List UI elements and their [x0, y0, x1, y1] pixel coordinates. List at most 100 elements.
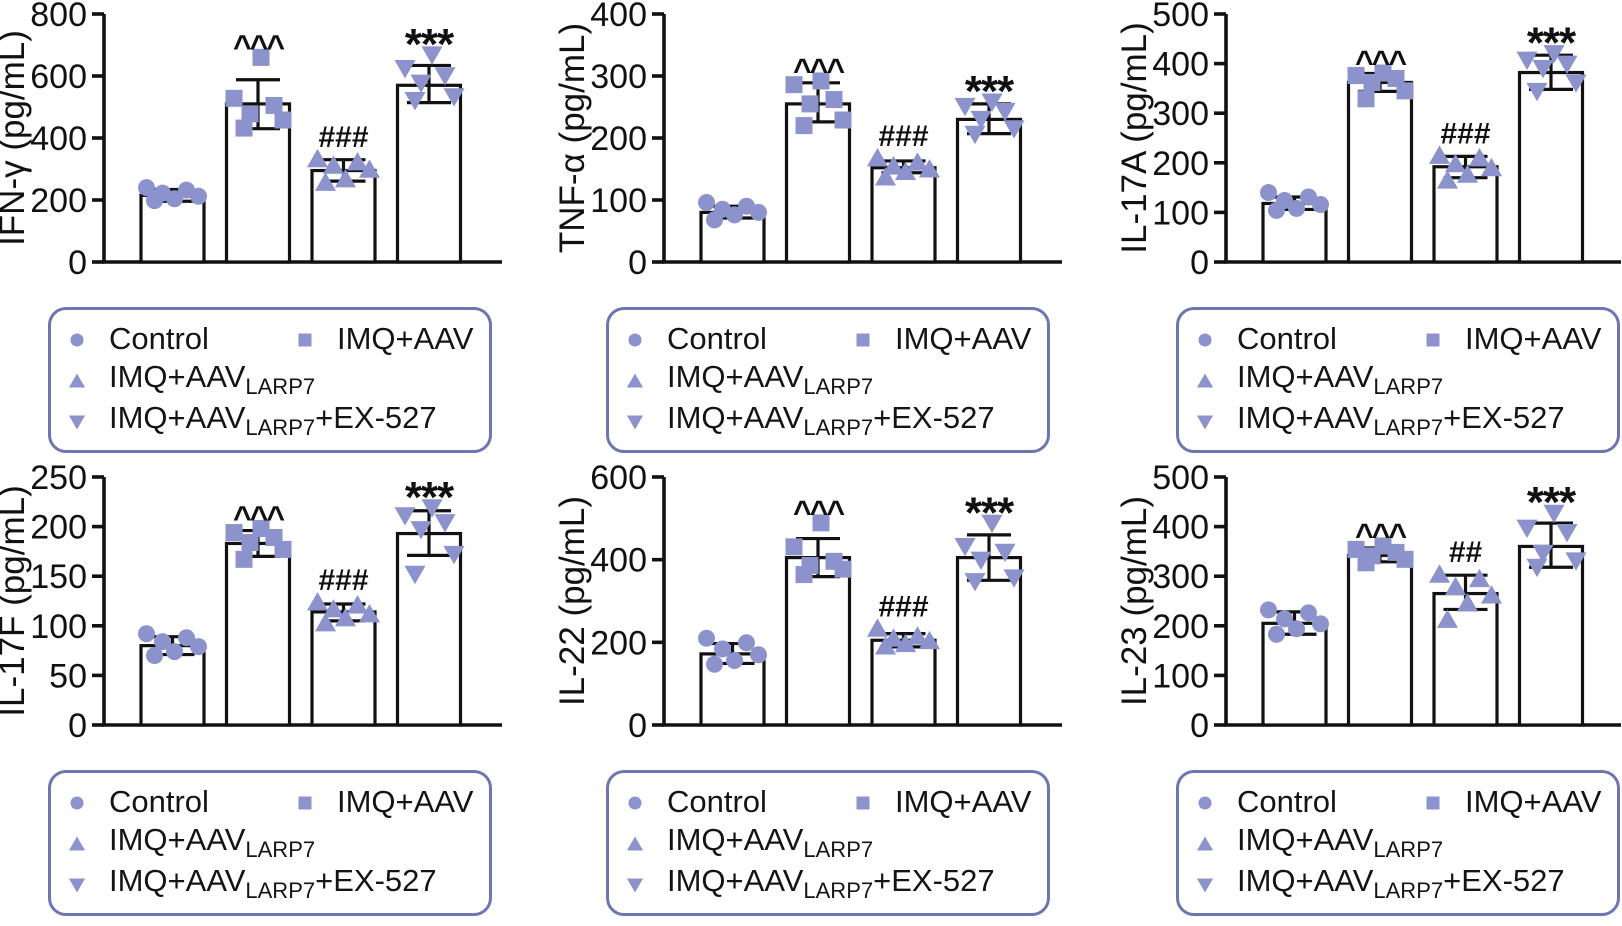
square-marker-icon	[1426, 796, 1440, 809]
triangle-up-marker-icon	[626, 835, 644, 850]
legend-item-control: Control	[623, 784, 851, 820]
data-point-triangle-down	[434, 67, 456, 86]
panel-tnf-alpha: 0 100 200 300 400 TNF-α (pg/mL) ^^^ ### *** Cont…	[540, 0, 1080, 463]
triangle-down-marker-icon	[626, 878, 644, 893]
circle-marker-icon	[1198, 796, 1212, 809]
data-point-circle	[166, 643, 183, 661]
significance-label: ***	[965, 488, 1015, 537]
data-point-square	[225, 524, 243, 542]
legend-row: IMQ+AAVLARP7	[65, 822, 483, 863]
data-point-triangle-up	[1428, 145, 1451, 164]
data-point-triangle-down	[421, 46, 443, 65]
data-point-triangle-up	[906, 626, 929, 645]
data-point-circle	[1300, 604, 1317, 622]
data-point-circle	[138, 625, 155, 643]
data-point-square	[1347, 67, 1365, 85]
legend-item-imq-aav-larp7-ex527: IMQ+AAVLARP7+EX-527	[65, 400, 437, 441]
data-point-triangle-up	[1444, 576, 1467, 596]
legend-row: Control IMQ+AAV	[65, 781, 483, 822]
data-point-triangle-up	[866, 147, 889, 167]
legend-label: IMQ+AAV	[1465, 783, 1602, 819]
data-point-triangle-up	[1456, 164, 1479, 183]
data-point-triangle-up	[306, 148, 329, 168]
data-point-circle	[1288, 620, 1305, 638]
triangle-down-marker-icon	[1196, 878, 1214, 893]
legend-label: IMQ+AAVLARP7+EX-527	[1237, 400, 1565, 440]
data-point-triangle-up	[874, 636, 897, 655]
data-point-triangle-up	[322, 599, 345, 618]
data-point-triangle-up	[918, 630, 941, 650]
triangle-up-marker-icon	[68, 372, 86, 387]
data-point-circle	[190, 638, 207, 656]
data-point-square	[1357, 554, 1375, 572]
data-point-circle	[1288, 199, 1305, 217]
data-point-square	[241, 105, 259, 123]
data-point-square	[265, 96, 283, 114]
legend-item-imq-aav-larp7: IMQ+AAVLARP7	[65, 359, 315, 400]
legend-item-imq-aav-larp7: IMQ+AAVLARP7	[623, 359, 873, 400]
data-point-triangle-down	[1543, 45, 1565, 64]
data-point-circle	[178, 629, 195, 647]
data-point-triangle-down	[981, 93, 1003, 112]
legend-item-control: Control	[1193, 784, 1421, 820]
legend-item-imq-aav: IMQ+AAV	[1421, 321, 1601, 357]
legend-row: IMQ+AAVLARP7	[623, 822, 1041, 863]
y-tick-label: 0	[68, 244, 87, 282]
y-tick-label: 50	[49, 657, 87, 695]
data-point-square	[241, 533, 259, 551]
y-tick-label: 400	[30, 120, 87, 158]
legend-label: IMQ+AAVLARP7+EX-527	[667, 863, 995, 903]
data-point-triangle-down	[970, 110, 992, 130]
triangle-up-marker-icon	[626, 835, 644, 850]
data-point-triangle-down	[1556, 524, 1578, 543]
legend-slot-il-23: Control IMQ+AAV IMQ+AAVLARP7 IMQ+AAVLARP7+E…	[1080, 770, 1622, 916]
legend-label: Control	[667, 320, 767, 356]
triangle-down-marker-icon	[1196, 878, 1214, 893]
data-point-triangle-down	[394, 507, 416, 526]
significance-label: ##	[1449, 536, 1483, 569]
legend-item-imq-aav: IMQ+AAV	[1421, 784, 1601, 820]
legend-label: IMQ+AAVLARP7+EX-527	[1237, 863, 1565, 903]
data-point-triangle-up	[1468, 147, 1491, 167]
data-point-circle	[698, 193, 715, 211]
data-point-square	[834, 560, 852, 578]
legend-label: IMQ+AAV	[337, 783, 474, 819]
legend-label: Control	[109, 783, 209, 819]
data-point-square	[252, 520, 270, 538]
significance-label: ###	[318, 121, 368, 154]
data-point-square	[235, 119, 253, 137]
data-point-triangle-down	[1532, 544, 1554, 564]
legend-item-imq-aav-larp7: IMQ+AAVLARP7	[1193, 359, 1443, 400]
data-point-circle	[138, 179, 155, 197]
data-point-circle	[1312, 615, 1329, 633]
square-marker-icon	[1426, 333, 1440, 346]
data-point-triangle-up	[322, 155, 345, 174]
legend-label: IMQ+AAV	[337, 320, 474, 356]
y-tick-label: 0	[628, 707, 647, 745]
data-point-circle	[190, 187, 207, 205]
significance-label: ***	[405, 473, 455, 522]
bar-imq-aav-larp7	[1432, 591, 1499, 727]
data-point-square	[1357, 90, 1375, 108]
data-point-square	[252, 48, 270, 66]
data-point-triangle-up	[358, 159, 381, 178]
y-tick-label: 500	[1152, 0, 1209, 34]
circle-marker-icon	[628, 333, 642, 346]
data-point-square	[795, 117, 813, 135]
data-point-circle	[1268, 201, 1285, 219]
data-point-triangle-down	[994, 543, 1016, 563]
legend-label: IMQ+AAVLARP7	[1237, 359, 1444, 399]
data-point-square	[801, 95, 819, 113]
data-point-circle	[698, 629, 715, 647]
data-point-square	[1396, 550, 1414, 568]
significance-label: ###	[878, 120, 928, 153]
data-point-circle	[1312, 195, 1329, 213]
panel-il-17f: 0 50 100 150 200 250 IL-17F (pg/mL) ^^^ ### *** C…	[0, 463, 540, 926]
legend-row: IMQ+AAVLARP7+EX-527	[65, 863, 483, 904]
data-point-square	[1363, 73, 1381, 91]
legend-slot-il-22: Control IMQ+AAV IMQ+AAVLARP7 IMQ+AAVLARP7+E…	[540, 770, 1080, 916]
triangle-down-marker-icon	[68, 878, 86, 893]
square-marker-icon	[856, 796, 870, 809]
legend-box: Control IMQ+AAV IMQ+AAVLARP7 IMQ+AAVLARP7+E…	[1176, 307, 1620, 453]
